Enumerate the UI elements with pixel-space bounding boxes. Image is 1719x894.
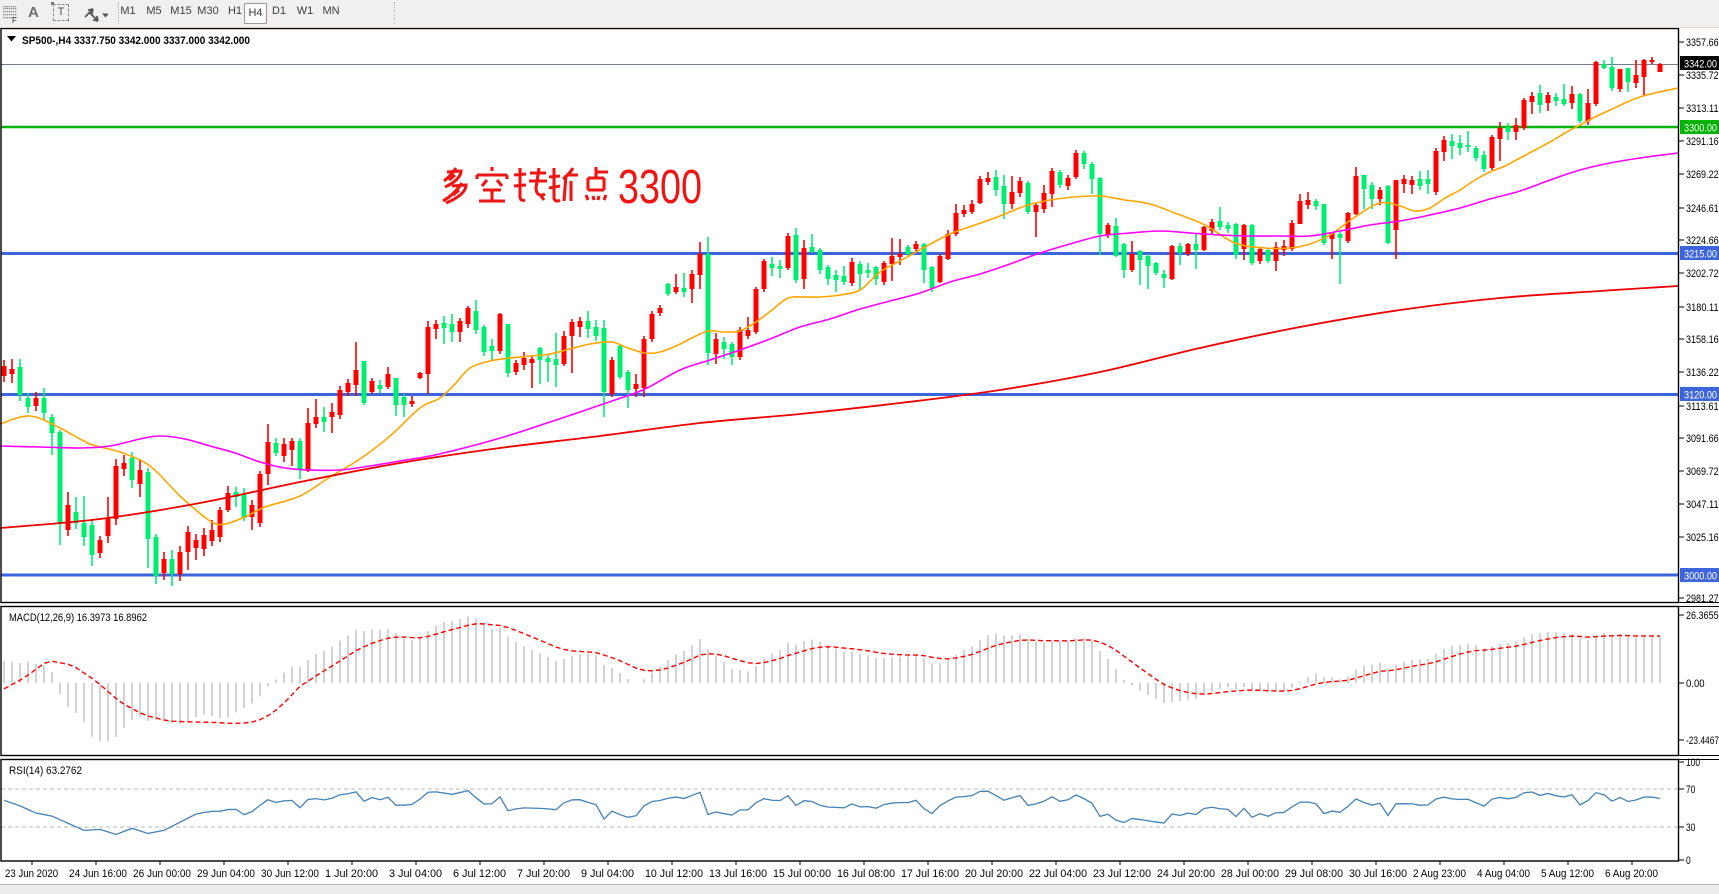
svg-text:100: 100 xyxy=(1686,757,1700,769)
svg-text:22 Jul 04:00: 22 Jul 04:00 xyxy=(1029,868,1087,880)
svg-text:-23.4467: -23.4467 xyxy=(1686,735,1719,747)
svg-text:3047.11: 3047.11 xyxy=(1686,499,1719,511)
svg-text:29 Jul 08:00: 29 Jul 08:00 xyxy=(1285,868,1343,880)
svg-text:MACD(12,26,9) 16.3973 16.8962: MACD(12,26,9) 16.3973 16.8962 xyxy=(9,612,147,624)
svg-text:3158.16: 3158.16 xyxy=(1686,334,1719,346)
svg-text:9 Jul 04:00: 9 Jul 04:00 xyxy=(581,868,634,880)
svg-text:10 Jul 12:00: 10 Jul 12:00 xyxy=(645,868,703,880)
svg-text:6 Jul 12:00: 6 Jul 12:00 xyxy=(453,868,506,880)
svg-text:3357.66: 3357.66 xyxy=(1686,37,1719,49)
svg-text:3120.00: 3120.00 xyxy=(1684,390,1717,402)
svg-text:20 Jul 20:00: 20 Jul 20:00 xyxy=(965,868,1023,880)
svg-text:3224.66: 3224.66 xyxy=(1686,235,1719,247)
svg-text:3025.16: 3025.16 xyxy=(1686,532,1719,544)
svg-text:3202.72: 3202.72 xyxy=(1686,268,1719,280)
svg-text:3180.11: 3180.11 xyxy=(1686,302,1719,314)
svg-text:SP500-,H4 3337.750 3342.000 3: SP500-,H4 3337.750 3342.000 3337.000 334… xyxy=(22,35,250,47)
svg-text:17 Jul 16:00: 17 Jul 16:00 xyxy=(901,868,959,880)
svg-text:3069.72: 3069.72 xyxy=(1686,466,1719,478)
svg-text:70: 70 xyxy=(1686,784,1695,796)
svg-text:3300.00: 3300.00 xyxy=(1684,123,1717,135)
svg-text:13 Jul 16:00: 13 Jul 16:00 xyxy=(709,868,767,880)
svg-text:3000.00: 3000.00 xyxy=(1684,571,1717,583)
svg-text:7 Jul 20:00: 7 Jul 20:00 xyxy=(517,868,570,880)
svg-text:30 Jun 12:00: 30 Jun 12:00 xyxy=(261,868,319,880)
svg-text:3300: 3300 xyxy=(618,161,702,214)
svg-text:6 Aug 20:00: 6 Aug 20:00 xyxy=(1605,868,1658,880)
svg-text:3136.22: 3136.22 xyxy=(1686,367,1719,379)
svg-text:3215.00: 3215.00 xyxy=(1684,249,1717,261)
svg-text:1 Jul 20:00: 1 Jul 20:00 xyxy=(325,868,378,880)
svg-text:30: 30 xyxy=(1686,822,1695,834)
svg-text:3113.61: 3113.61 xyxy=(1686,401,1719,413)
svg-text:26.3655: 26.3655 xyxy=(1686,610,1719,622)
svg-text:3 Jul 04:00: 3 Jul 04:00 xyxy=(389,868,442,880)
svg-text:3342.00: 3342.00 xyxy=(1684,59,1717,71)
svg-text:24 Jul 20:00: 24 Jul 20:00 xyxy=(1157,868,1215,880)
svg-text:0: 0 xyxy=(1686,855,1691,867)
svg-text:16 Jul 08:00: 16 Jul 08:00 xyxy=(837,868,895,880)
svg-text:3335.72: 3335.72 xyxy=(1686,70,1719,82)
svg-text:5 Aug 12:00: 5 Aug 12:00 xyxy=(1541,868,1594,880)
svg-text:3269.22: 3269.22 xyxy=(1686,169,1719,181)
svg-text:3091.66: 3091.66 xyxy=(1686,433,1719,445)
svg-text:29 Jun 04:00: 29 Jun 04:00 xyxy=(197,868,255,880)
svg-text:24 Jun 16:00: 24 Jun 16:00 xyxy=(69,868,127,880)
svg-text:3291.16: 3291.16 xyxy=(1686,136,1719,148)
svg-text:RSI(14) 63.2762: RSI(14) 63.2762 xyxy=(9,765,82,777)
svg-text:30 Jul 16:00: 30 Jul 16:00 xyxy=(1349,868,1407,880)
svg-text:2 Aug 23:00: 2 Aug 23:00 xyxy=(1413,868,1466,880)
svg-text:2981.27: 2981.27 xyxy=(1686,593,1719,605)
svg-text:26 Jun 00:00: 26 Jun 00:00 xyxy=(133,868,191,880)
svg-text:3246.61: 3246.61 xyxy=(1686,203,1719,215)
svg-text:4 Aug 04:00: 4 Aug 04:00 xyxy=(1477,868,1530,880)
svg-text:23 Jul 12:00: 23 Jul 12:00 xyxy=(1093,868,1151,880)
svg-text:15 Jul 00:00: 15 Jul 00:00 xyxy=(773,868,831,880)
svg-text:28 Jul 00:00: 28 Jul 00:00 xyxy=(1221,868,1279,880)
svg-text:0.00: 0.00 xyxy=(1686,678,1705,690)
svg-text:F: F xyxy=(12,16,17,25)
svg-text:23 Jun 2020: 23 Jun 2020 xyxy=(5,868,58,880)
svg-text:3313.11: 3313.11 xyxy=(1686,103,1719,115)
